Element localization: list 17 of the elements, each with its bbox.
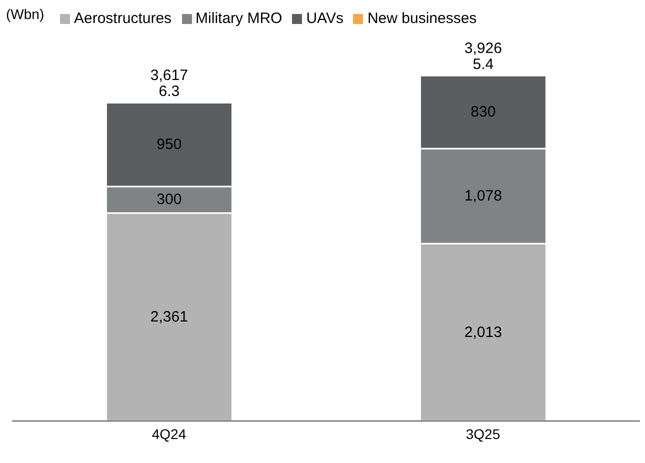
legend-label: UAVs xyxy=(306,10,344,27)
data-label: 2,013 xyxy=(464,324,502,341)
data-label: 300 xyxy=(156,191,182,208)
data-label: 830 xyxy=(470,104,496,121)
total-label: 3,617 xyxy=(150,67,188,84)
x-tick-label: 3Q25 xyxy=(466,426,500,442)
x-tick-label: 4Q24 xyxy=(152,426,186,442)
y-axis-title: (Wbn) xyxy=(6,6,44,22)
legend-label: Aerostructures xyxy=(74,10,172,27)
data-label: 2,361 xyxy=(150,308,188,326)
data-label: 5.4 xyxy=(472,56,494,73)
legend-label: Military MRO xyxy=(196,10,282,27)
data-label: 950 xyxy=(156,136,182,154)
legend-label: New businesses xyxy=(367,10,477,27)
data-label: 1,078 xyxy=(464,188,502,205)
total-label: 3,926 xyxy=(464,40,502,57)
data-label: 6.3 xyxy=(158,83,180,100)
